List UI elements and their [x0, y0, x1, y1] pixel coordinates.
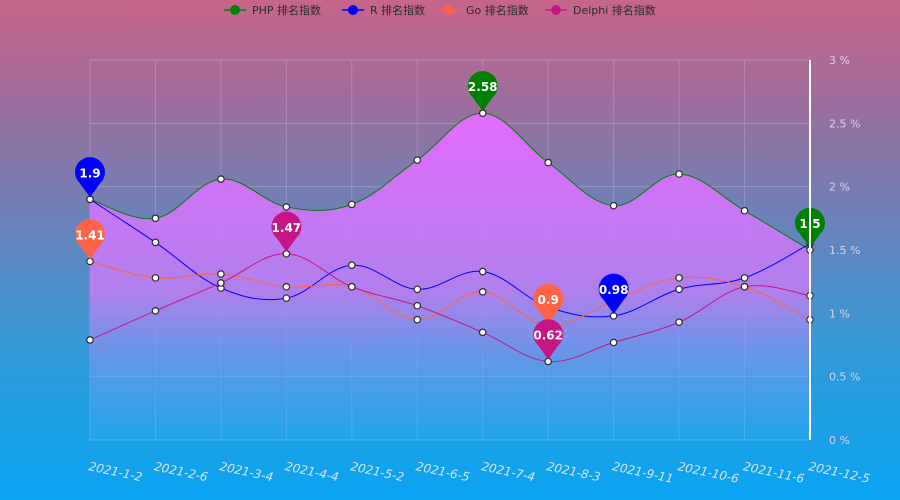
y-tick-label: 3 %	[829, 54, 850, 67]
x-tick-label: 2021-5-2	[349, 459, 405, 484]
delphi-data-point[interactable]	[609, 338, 618, 347]
php-data-point[interactable]	[413, 156, 422, 164]
delphi-data-point[interactable]	[675, 318, 683, 327]
pin-marker	[75, 157, 105, 198]
go-data-point[interactable]	[413, 315, 422, 324]
go-mark-pin: 0.9	[533, 283, 564, 324]
legend-item-go[interactable]: Go 排名指数	[438, 3, 529, 17]
pin-marker	[533, 319, 564, 360]
delphi-series-line	[89, 253, 811, 363]
legend-item-delphi[interactable]: Delphi 排名指数	[545, 3, 656, 17]
r-series-line	[89, 198, 811, 318]
php-data-point[interactable]	[217, 175, 225, 183]
go-series-line	[89, 260, 811, 327]
pin-label: 1.47	[272, 221, 302, 235]
delphi-data-point[interactable]	[478, 328, 487, 337]
php-data-point[interactable]	[282, 203, 291, 211]
x-tick-label: 2021-1-2	[87, 459, 143, 484]
go-data-point[interactable]	[675, 274, 683, 282]
x-tick-label: 2021-7-4	[480, 459, 536, 484]
y-tick-label: 0 %	[829, 434, 850, 447]
x-tick-label: 2021-3-4	[218, 459, 274, 484]
go-data-point[interactable]	[478, 287, 487, 296]
delphi-data-point[interactable]	[217, 279, 225, 287]
y-tick-label: 2.5 %	[829, 117, 860, 130]
legend[interactable]: PHP 排名指数 R 排名指数 Go 排名指数 Delphi 排名指数	[224, 3, 656, 17]
pin-marker	[533, 283, 564, 324]
r-data-point[interactable]	[478, 267, 487, 276]
go-data-point[interactable]	[151, 274, 160, 282]
x-tick-label: 2021-4-4	[284, 459, 340, 484]
delphi-data-point[interactable]	[86, 336, 94, 344]
delphi-data-point[interactable]	[740, 282, 749, 291]
x-tick-label: 2021-10-6	[676, 459, 740, 486]
legend-label: PHP 排名指数	[252, 3, 321, 17]
pin-marker	[598, 273, 629, 314]
go-data-point[interactable]	[217, 270, 225, 278]
legend-label: Go 排名指数	[466, 3, 529, 17]
r-data-point[interactable]	[413, 285, 422, 294]
x-tick-label: 2021-12-5	[807, 459, 871, 486]
x-tick-label: 2021-6-5	[415, 459, 471, 484]
delphi-mark-pin: 1.47	[271, 211, 302, 252]
php-mark-pin: 2.58	[467, 71, 498, 112]
pin-marker	[75, 219, 105, 260]
legend-label: Delphi 排名指数	[573, 3, 656, 17]
delphi-mark-pin: 0.62	[533, 319, 564, 360]
php-data-point[interactable]	[348, 200, 356, 209]
pin-label: 2.58	[468, 80, 498, 94]
r-mark-pin: 0.98	[598, 273, 629, 314]
php-data-point[interactable]	[151, 214, 160, 223]
legend-symbol	[230, 5, 240, 15]
php-area	[90, 113, 810, 440]
x-tick-label: 2021-2-6	[153, 459, 210, 484]
x-tick-label: 2021-9-11	[611, 459, 675, 486]
legend-symbol	[348, 5, 358, 15]
pin-label: 1.41	[75, 228, 105, 242]
pin-label: 0.9	[538, 293, 559, 307]
r-data-point[interactable]	[151, 238, 160, 247]
r-data-point[interactable]	[675, 285, 683, 294]
pin-marker	[467, 71, 498, 112]
r-data-point[interactable]	[282, 294, 291, 302]
r-mark-pin: 1.9	[75, 157, 105, 198]
pin-marker	[271, 211, 302, 252]
go-mark-pin: 1.41	[75, 219, 105, 260]
legend-symbol	[551, 5, 561, 15]
delphi-data-point[interactable]	[348, 282, 356, 291]
pin-label: 0.98	[599, 283, 629, 297]
y-tick-label: 0.5 %	[829, 371, 860, 384]
y-tick-label: 1 %	[829, 307, 850, 320]
delphi-data-point[interactable]	[413, 301, 422, 310]
legend-item-r[interactable]: R 排名指数	[342, 3, 425, 17]
r-data-point[interactable]	[740, 274, 749, 282]
legend-symbol	[444, 5, 454, 15]
php-data-point[interactable]	[609, 201, 618, 210]
pin-label: 1.9	[79, 166, 100, 180]
x-tick-label: 2021-11-6	[742, 459, 806, 486]
y-tick-label: 1.5 %	[829, 244, 860, 257]
php-data-point[interactable]	[675, 170, 683, 178]
legend-label: R 排名指数	[370, 3, 425, 17]
r-data-point[interactable]	[348, 261, 356, 270]
php-data-point[interactable]	[740, 206, 749, 215]
area-fills	[90, 113, 810, 440]
php-data-point[interactable]	[544, 158, 552, 167]
legend-item-php[interactable]: PHP 排名指数	[224, 3, 321, 17]
x-tick-label: 2021-8-3	[546, 459, 602, 484]
go-data-point[interactable]	[282, 282, 291, 291]
y-tick-label: 2 %	[829, 181, 850, 194]
pin-label: 0.62	[533, 328, 563, 342]
delphi-data-point[interactable]	[151, 306, 160, 315]
